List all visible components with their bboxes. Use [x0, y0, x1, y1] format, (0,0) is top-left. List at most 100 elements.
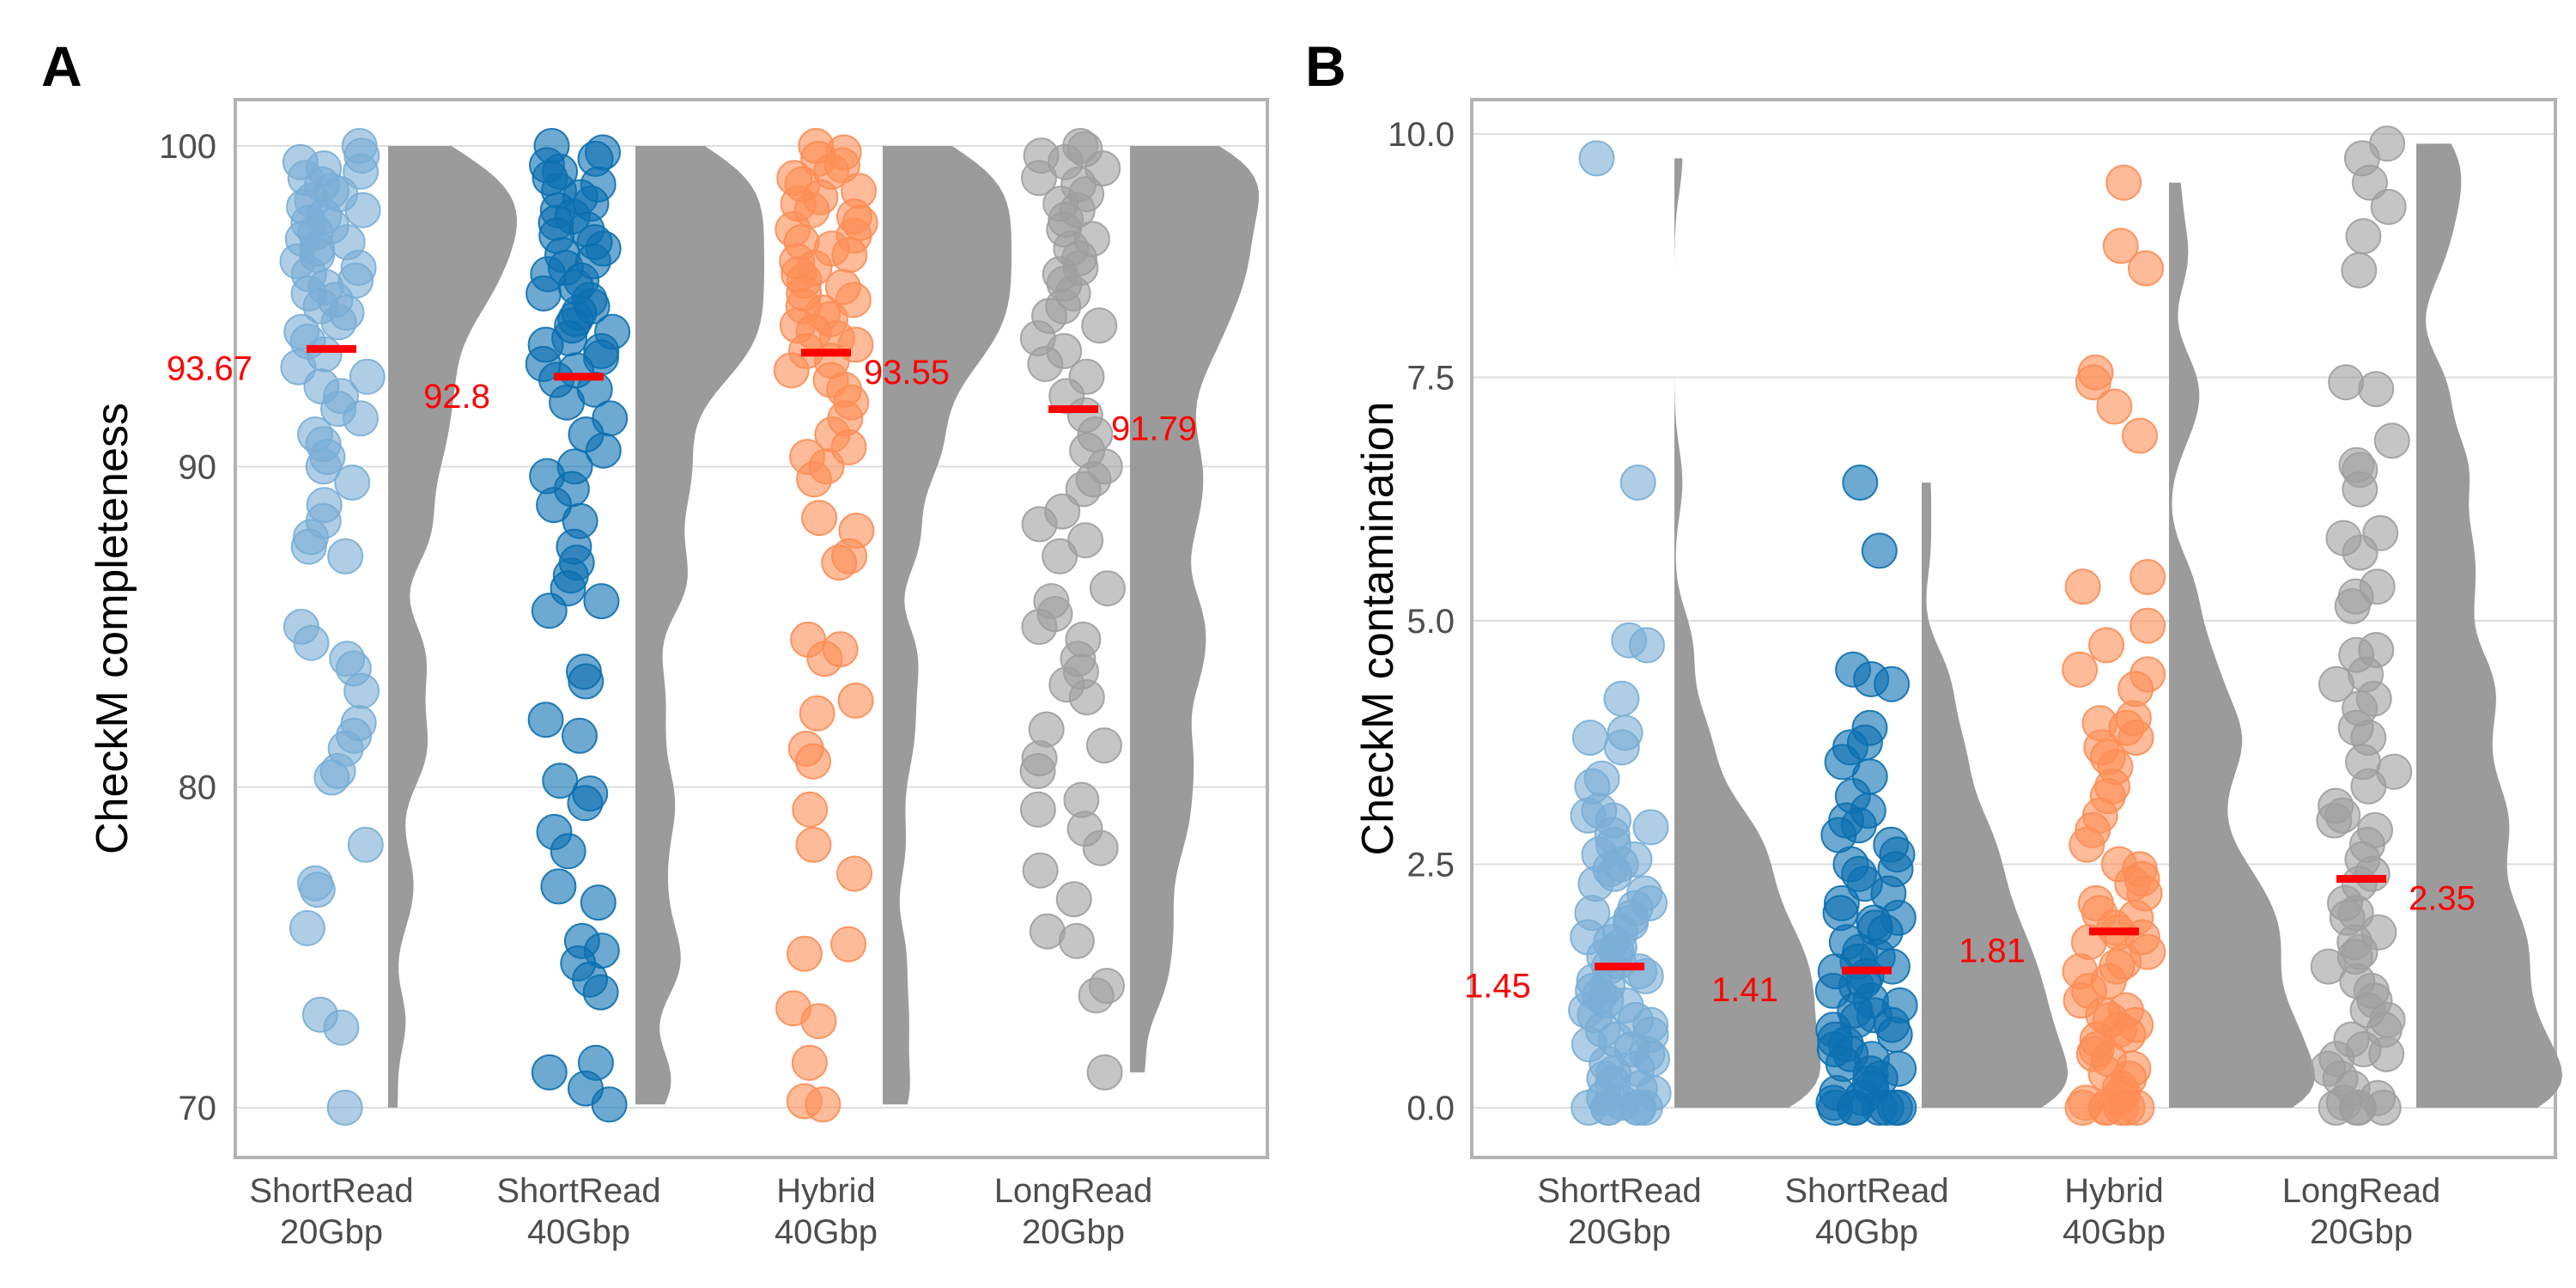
data-point [323, 1009, 360, 1046]
data-point [2122, 417, 2158, 454]
data-point [2105, 164, 2142, 201]
data-point [1022, 852, 1059, 889]
data-point [1019, 753, 1056, 789]
data-point [1078, 977, 1115, 1014]
data-point [2064, 568, 2101, 605]
data-point [2129, 559, 2166, 595]
data-point [2365, 1090, 2402, 1126]
density-violin-longread-20gbp [2416, 143, 2562, 1108]
data-point [568, 663, 605, 700]
data-point [343, 153, 380, 190]
data-point [2316, 802, 2353, 839]
data-point [349, 358, 386, 395]
data-point [2341, 252, 2378, 289]
data-point [830, 926, 867, 963]
data-point [773, 352, 810, 389]
data-point [2368, 1036, 2405, 1072]
x-tick-label: LongRead [2282, 1172, 2441, 1210]
data-point [2129, 607, 2166, 644]
data-point [591, 1086, 628, 1123]
data-point [1632, 809, 1669, 846]
median-label: 1.41 [1711, 971, 1778, 1009]
x-tick-label: ShortRead [249, 1172, 413, 1210]
data-point [289, 909, 325, 946]
data-point [1861, 532, 1898, 569]
data-point [347, 826, 384, 863]
data-point [805, 1086, 841, 1123]
data-point [1065, 471, 1102, 507]
data-point [2118, 1090, 2155, 1126]
data-point [2310, 948, 2347, 985]
median-label: 1.45 [1464, 968, 1531, 1005]
data-point [2342, 471, 2379, 507]
plot-frame-a [234, 98, 1269, 1159]
data-point [1068, 679, 1105, 716]
data-point [1081, 307, 1118, 344]
y-axis-title-a: CheckM completeness [88, 403, 137, 854]
data-point [2088, 627, 2125, 664]
data-point [313, 759, 350, 796]
data-point [531, 1054, 568, 1091]
data-point [1619, 1090, 1656, 1126]
data-point [1086, 1054, 1123, 1091]
data-point [540, 868, 577, 905]
data-point [527, 702, 564, 738]
x-tick-label: ShortRead [1537, 1172, 1701, 1210]
data-point [1085, 727, 1122, 764]
panel-tag-b: B [1305, 34, 1346, 98]
data-point [2064, 1090, 2101, 1126]
panel-b-contamination: 1.45 1.41 1.81 2.35 0.0 2.5 5.0 7.5 10.0 ShortR… [1353, 98, 2562, 1251]
median-label: 91.79 [1111, 410, 1197, 448]
data-point [2318, 665, 2354, 702]
data-point [1822, 895, 1859, 932]
data-point [1629, 627, 1665, 664]
data-point [2117, 720, 2154, 756]
data-point [2096, 388, 2133, 425]
y-ticks-a: 70 80 90 100 [159, 128, 216, 1127]
medians-a: 93.67 92.8 93.55 91.79 [167, 344, 1197, 448]
data-point [327, 538, 364, 574]
y-tick-label: 7.5 [1406, 360, 1455, 398]
x-tick-label: Hybrid [2064, 1172, 2164, 1210]
y-tick-label: 0.0 [1406, 1090, 1455, 1127]
density-violin-shortread-20gbp [388, 146, 517, 1108]
data-point [536, 487, 573, 524]
x-tick-label: ShortRead [496, 1172, 660, 1210]
data-point [2351, 164, 2388, 201]
density-violin-longread-20gbp [1130, 146, 1259, 1072]
y-tick-label: 70 [179, 1090, 217, 1127]
data-point [1578, 140, 1615, 177]
data-point [299, 872, 336, 908]
y-tick-label: 100 [159, 128, 216, 166]
y-ticks-b: 0.0 2.5 5.0 7.5 10.0 [1388, 116, 1455, 1127]
x-tick-label: Hybrid [776, 1172, 876, 1210]
data-point [344, 191, 381, 228]
data-point [795, 826, 832, 863]
data-point [582, 974, 619, 1011]
x-tick-label: ShortRead [1784, 1172, 1948, 1210]
data-point [1877, 1090, 1913, 1126]
data-point [334, 465, 371, 501]
data-point [1058, 922, 1095, 959]
data-point [795, 743, 831, 780]
y-tick-label: 10.0 [1388, 116, 1455, 154]
data-point [1082, 829, 1119, 866]
density-violin-shortread-20gbp [1674, 158, 1820, 1109]
data-point [1089, 570, 1126, 607]
y-axis-title-b: CheckM contamination [1353, 402, 1403, 856]
data-point [1874, 665, 1911, 702]
data-point [791, 1044, 828, 1081]
points-b [1568, 125, 2413, 1126]
medians-b: 1.45 1.41 1.81 2.35 [1464, 875, 2476, 1009]
data-point [567, 785, 604, 822]
data-point [1027, 345, 1064, 382]
data-point [801, 500, 838, 537]
plot-frame-b [1470, 98, 2557, 1159]
data-point [2069, 826, 2105, 863]
data-point [787, 935, 823, 972]
data-point [562, 717, 598, 754]
data-point [326, 1090, 363, 1126]
data-point [1842, 465, 1879, 501]
data-point [280, 349, 317, 386]
